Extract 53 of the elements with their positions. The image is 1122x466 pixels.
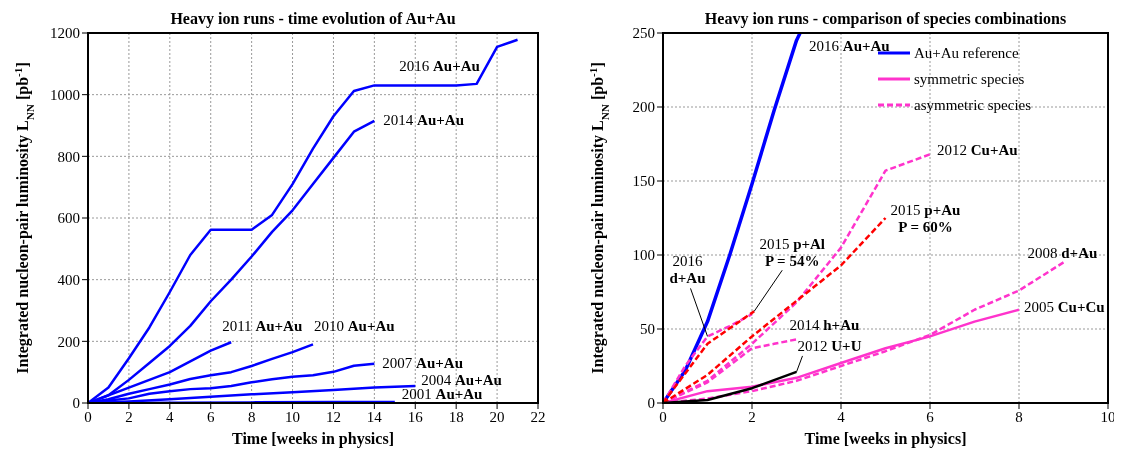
y-tick-label: 1000 [50,86,80,103]
annotation: 2005 Cu+Cu [1024,298,1105,315]
x-tick-label: 0 [659,408,667,425]
y-tick-label: 1200 [50,25,80,42]
x-tick-label: 0 [84,408,92,425]
annotation: 2012 Cu+Au [937,142,1018,159]
annotation: 2015 p+Au P = 60% [890,202,961,235]
y-tick-label: 0 [647,395,655,412]
annotation: 2011 Au+Au [222,318,303,335]
x-tick-label: 12 [325,408,341,425]
x-tick-label: 2 [748,408,756,425]
annotation: 2016 Au+Au [399,58,480,75]
x-tick-label: 6 [926,408,935,425]
annotation: 2007 Au+Au [382,354,464,371]
y-tick-label: 100 [632,247,655,264]
y-tick-label: 0 [72,395,80,412]
y-tick-label: 400 [57,271,80,288]
x-axis-title: Time [weeks in physics] [232,430,394,448]
y-tick-label: 800 [57,148,80,165]
x-tick-label: 10 [285,408,301,425]
annotation: 2014 h+Au [789,317,860,334]
annotation: 2016 Au+Au [809,38,890,54]
x-tick-label: 8 [1015,408,1023,425]
x-tick-label: 6 [206,408,215,425]
annotation: 2016 d+Au [669,253,706,287]
y-tick-label: 50 [640,321,655,338]
x-tick-label: 22 [530,408,546,425]
y-tick-label: 150 [632,173,655,190]
y-tick-label: 200 [57,333,80,350]
x-tick-label: 2 [125,408,133,425]
y-tick-label: 250 [632,25,655,42]
annotation: 2014 Au+Au [383,111,465,128]
annotation: 2008 d+Au [1027,245,1098,262]
chart-title: Heavy ion runs - comparison of species combinations [704,10,1067,28]
x-tick-label: 4 [837,408,846,425]
annotation: 2004 Au+Au [421,372,502,389]
x-tick-label: 18 [448,408,464,425]
x-axis-title: Time [weeks in physics] [804,430,967,448]
y-tick-label: 200 [632,99,655,116]
y-tick-label: 600 [57,210,80,227]
x-tick-label: 4 [166,408,175,425]
annotation: 2010 Au+Au [314,318,395,335]
chart-title: Heavy ion runs - time evolution of Au+Au [170,10,456,28]
legend-label: Au+Au reference [914,45,1019,61]
annotation: 2012 U+U [797,337,862,354]
legend-label: symmetric species [914,71,1025,87]
x-tick-label: 20 [489,408,505,425]
x-tick-label: 8 [247,408,256,425]
x-tick-label: 16 [407,408,424,425]
legend-label: asymmetric species [914,97,1032,113]
x-tick-label: 14 [366,408,383,425]
annotation: 2015 p+Al P = 54% [759,236,826,270]
annotation: 2001 Au+Au [401,386,483,403]
